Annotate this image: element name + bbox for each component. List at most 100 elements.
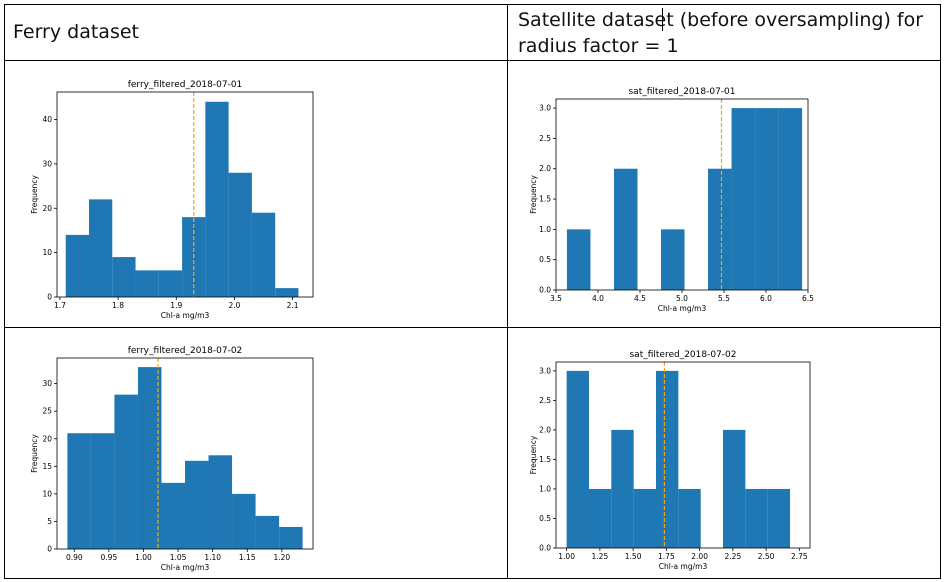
x-tick-label: 1.8 [112,301,124,310]
x-tick-label: 1.7 [54,301,66,310]
histogram-bar [185,460,209,549]
y-tick-label: 2.0 [539,164,551,173]
plot-frame [56,357,314,550]
x-tick-label: 1.9 [170,301,182,310]
x-tick-label: 1.00 [558,552,575,561]
header-satellite-line2: radius factor = 1 [518,35,679,57]
y-tick-label: 0 [47,545,52,554]
y-tick-label: 0 [47,293,52,302]
histogram-bar [135,270,159,297]
histogram-bar [251,212,276,297]
y-axis-label: Frequency [30,434,39,473]
histogram-bar [588,488,612,548]
x-tick-label: 4.0 [592,294,604,303]
histogram-bar [114,394,138,549]
x-tick-label: 1.20 [274,553,291,562]
histogram-bar [275,288,299,297]
plot-frame [56,91,314,298]
y-tick-label: 3.0 [539,366,551,375]
y-tick-label: 30 [42,159,52,168]
chart-title: ferry_filtered_2018-07-01 [128,80,243,90]
histogram-bar [208,455,233,549]
y-tick-label: 3.0 [539,104,551,113]
y-tick-label: 0.0 [539,544,551,553]
histogram-bar [137,367,162,549]
histogram-bar [745,488,768,548]
x-tick-label: 1.10 [204,553,221,562]
x-tick-label: 2.1 [287,301,299,310]
histogram-bar [279,526,303,549]
y-axis-label: Frequency [529,435,538,474]
y-tick-label: 2.5 [539,134,551,143]
x-tick-label: 1.05 [170,553,187,562]
histogram-bar [112,257,136,297]
x-tick-label: 2.00 [691,552,708,561]
chart-title: ferry_filtered_2018-07-02 [128,346,243,356]
histogram-bar [161,482,185,549]
plot-frame [555,361,811,549]
row2-cell-satellite [507,327,941,579]
histogram-bar [613,168,638,290]
x-axis-label: Chl-a mg/m3 [161,311,210,320]
y-tick-label: 40 [42,115,52,124]
x-tick-label: 0.95 [101,553,118,562]
y-axis-label: Frequency [30,175,39,214]
histogram-bar [723,429,746,548]
x-tick-label: 0.90 [66,553,83,562]
x-tick-label: 4.5 [634,294,646,303]
histogram-bar [67,433,91,549]
y-tick-label: 1.0 [539,484,551,493]
histogram-bar [90,433,115,549]
x-tick-label: 6.5 [802,294,814,303]
histogram-bar [633,488,657,548]
y-tick-label: 1.5 [539,195,551,204]
y-tick-label: 30 [42,379,52,388]
y-tick-label: 5 [47,517,52,526]
y-axis-label: Frequency [529,175,538,214]
x-tick-label: 1.25 [592,552,609,561]
histogram-bar [678,488,701,548]
x-axis-label: Chl-a mg/m3 [161,563,210,572]
x-tick-label: 1.15 [239,553,256,562]
histogram-bar [661,229,685,290]
histogram-bar [232,493,256,549]
y-tick-label: 25 [42,407,52,416]
histogram-bar [708,168,732,290]
histogram-bar [611,429,634,548]
histogram-bar [656,370,679,548]
histogram-bar [228,172,252,297]
x-tick-label: 2.0 [228,301,240,310]
x-tick-label: 2.25 [725,552,742,561]
histogram-bar [755,108,779,290]
x-tick-label: 1.00 [135,553,152,562]
x-tick-label: 3.5 [550,294,562,303]
y-tick-label: 2.0 [539,425,551,434]
y-tick-label: 2.5 [539,396,551,405]
y-tick-label: 20 [42,434,52,443]
y-tick-label: 0.0 [539,286,551,295]
x-tick-label: 2.75 [791,552,808,561]
x-tick-label: 1.50 [625,552,642,561]
x-tick-label: 6.0 [760,294,772,303]
y-tick-label: 0.5 [539,514,551,523]
histogram-bar [731,108,756,290]
header-satellite-line1: Satellite dataset (before oversampling) … [518,9,924,31]
y-tick-label: 0.5 [539,255,551,264]
histogram-bar [65,234,89,297]
y-tick-label: 1.5 [539,455,551,464]
histogram-bar [778,108,803,290]
histogram-bar [566,370,589,548]
y-tick-label: 10 [42,489,52,498]
x-tick-label: 5.5 [718,294,730,303]
histogram-bar [158,270,183,297]
histogram-bar [89,199,113,297]
y-tick-label: 15 [42,462,52,471]
header-ferry-dataset: Ferry dataset [13,21,139,43]
histogram-bar [566,229,591,290]
y-tick-label: 20 [42,204,52,213]
